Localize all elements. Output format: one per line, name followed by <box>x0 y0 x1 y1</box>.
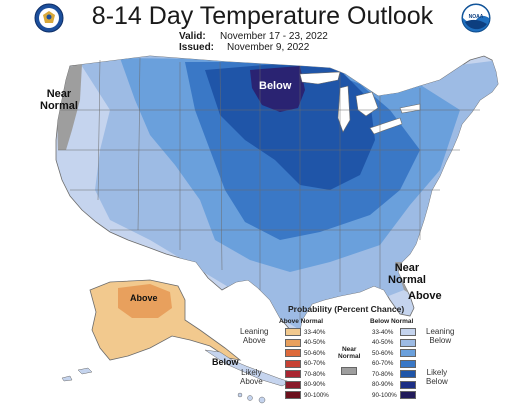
legend-above-swatch <box>285 380 301 389</box>
legend-below-label: 40-50% <box>372 339 394 346</box>
legend-above-header: Above Normal <box>279 318 324 325</box>
legend-below-swatch <box>400 359 416 368</box>
legend-above-label: 60-70% <box>304 360 326 367</box>
legend-likely-above: Likely Above <box>240 368 263 386</box>
below-80-90-core <box>250 66 305 112</box>
noaa-logo-text: NOAA <box>469 14 484 20</box>
legend-near-header: Near Normal <box>338 346 361 360</box>
legend-below-header: Below Normal <box>370 318 414 325</box>
legend-likely-below: Likely Below <box>426 368 448 386</box>
legend-above-swatch <box>285 349 301 357</box>
legend-above-swatch <box>285 338 301 347</box>
valid-label: Valid: <box>179 31 206 42</box>
map-label-below-aleutians: Below <box>212 357 239 367</box>
commerce-seal-logo <box>34 3 64 33</box>
hawaii-islands <box>237 392 266 404</box>
legend-above-swatch <box>285 328 301 336</box>
legend-above-label: 80-90% <box>304 381 326 388</box>
legend-below-swatch <box>400 349 416 357</box>
lake-superior <box>299 71 341 85</box>
legend-leaning-below: Leaning Below <box>426 327 455 345</box>
legend-above-swatch <box>285 370 301 378</box>
legend-below-swatch <box>400 328 416 336</box>
aleutian-islands <box>61 349 291 387</box>
legend-below-swatch <box>400 391 416 399</box>
legend-above-label: 33-40% <box>304 328 326 336</box>
issued-date: November 9, 2022 <box>227 42 310 53</box>
legend-above-swatch <box>285 359 301 368</box>
legend-below-label: 50-60% <box>372 349 394 357</box>
legend-above-label: 70-80% <box>304 370 326 378</box>
map-label-below: Below <box>259 80 292 92</box>
map-label-above-florida: Above <box>408 290 442 302</box>
legend-above-label: 50-60% <box>304 349 326 357</box>
legend-below-label: 33-40% <box>372 328 394 336</box>
legend-below-swatch <box>400 338 416 347</box>
legend-above-label: 40-50% <box>304 339 326 346</box>
below-70-80-region <box>205 62 375 190</box>
legend-below-label: 70-80% <box>372 370 394 378</box>
lake-michigan <box>337 85 351 133</box>
legend-below-label: 90-100% <box>372 391 397 399</box>
legend-title: Probability (Percent Chance) <box>288 304 405 314</box>
map-title: 8-14 Day Temperature Outlook <box>91 2 434 30</box>
map-label-near-normal-west: Near Normal <box>40 88 78 112</box>
noaa-logo: NOAA <box>461 3 491 33</box>
legend-below-label: 80-90% <box>372 381 394 388</box>
legend-leaning-above: Leaning Above <box>240 327 269 345</box>
legend-below-label: 60-70% <box>372 360 394 367</box>
above-alaska-region <box>118 284 172 318</box>
map-label-near-normal-southeast: Near Normal <box>388 262 426 286</box>
issued-label: Issued: <box>179 42 215 53</box>
legend-near-swatch <box>341 367 357 375</box>
lake-erie <box>369 117 403 135</box>
valid-dates: November 17 - 23, 2022 <box>220 31 328 42</box>
legend-below-swatch <box>400 370 416 378</box>
legend-above-label: 90-100% <box>304 391 329 399</box>
legend-above-swatch <box>285 391 301 399</box>
map-label-above-alaska: Above <box>130 293 158 303</box>
legend-below-swatch <box>400 380 416 389</box>
state-borders <box>58 57 480 320</box>
